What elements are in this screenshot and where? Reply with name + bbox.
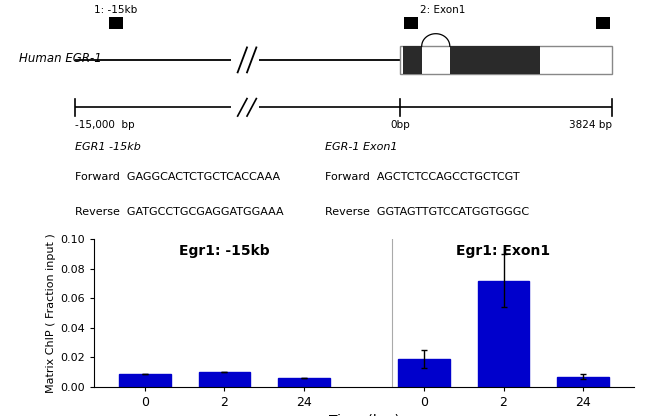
Bar [119,374,170,387]
Text: -15,000  bp: -15,000 bp [75,120,135,130]
Text: Human EGR-1: Human EGR-1 [20,52,102,65]
Bar [404,17,418,29]
Bar [403,46,422,74]
Text: Egr1: -15kb: Egr1: -15kb [179,244,270,258]
Bar [398,359,450,387]
Text: EGR1 -15kb: EGR1 -15kb [75,142,141,152]
Y-axis label: Matrix ChIP ( Fraction input ): Matrix ChIP ( Fraction input ) [46,233,57,393]
Bar [478,280,530,387]
Text: 0bp: 0bp [390,120,410,130]
Bar [450,46,540,74]
Text: EGR-1 Exon1: EGR-1 Exon1 [325,142,398,152]
Text: 3824 bp: 3824 bp [569,120,612,130]
Text: Egr1: Exon1: Egr1: Exon1 [456,244,551,258]
Bar [278,378,330,387]
Text: 2: Exon1: 2: Exon1 [420,5,465,15]
Bar [400,46,612,74]
Text: Forward  GAGGCACTCTGCTCACCAAA: Forward GAGGCACTCTGCTCACCAAA [75,172,281,182]
Text: 1: -15kb: 1: -15kb [94,5,138,15]
Bar [109,17,123,29]
Bar [558,376,609,387]
X-axis label: Time (hrs): Time (hrs) [328,413,400,416]
Text: Reverse  GATGCCTGCGAGGATGGAAA: Reverse GATGCCTGCGAGGATGGAAA [75,207,284,217]
Bar [198,372,250,387]
Text: Reverse  GGTAGTTGTCCATGGTGGGC: Reverse GGTAGTTGTCCATGGTGGGC [325,207,529,217]
Bar [596,17,610,29]
Text: Forward  AGCTCTCCAGCCTGCTCGT: Forward AGCTCTCCAGCCTGCTCGT [325,172,519,182]
